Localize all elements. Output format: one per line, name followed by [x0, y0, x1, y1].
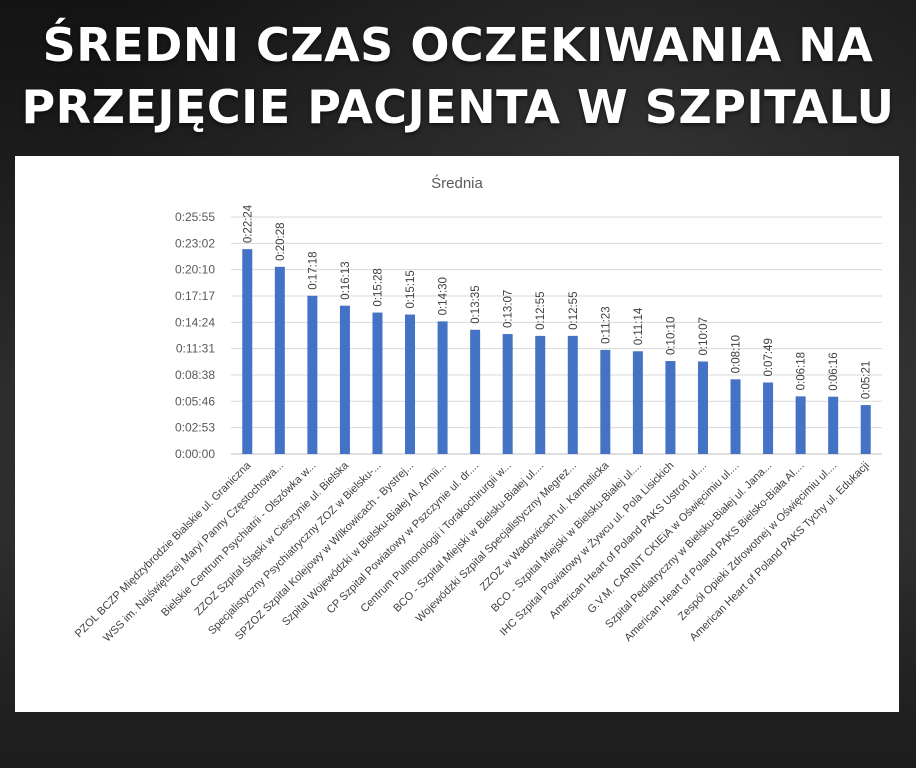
- y-tick-label: 0:25:55: [175, 210, 215, 224]
- data-label: 0:08:10: [731, 335, 743, 373]
- gridlines: [231, 216, 882, 455]
- bar: [405, 314, 416, 454]
- data-label: 0:06:18: [796, 352, 808, 390]
- data-label: 0:13:07: [503, 290, 515, 328]
- y-tick-label: 0:17:17: [175, 289, 215, 303]
- data-label: 0:14:30: [438, 277, 450, 315]
- bar: [535, 335, 546, 454]
- y-tick-label: 0:11:31: [176, 342, 215, 356]
- bar: [697, 361, 708, 454]
- headline-line-2: PRZEJĘCIE PACJENTA W SZPITALU: [21, 80, 895, 134]
- data-label: 0:06:16: [828, 352, 840, 390]
- bar: [665, 361, 676, 454]
- data-label: 0:15:28: [372, 268, 384, 306]
- y-tick-label: 0:23:02: [175, 236, 215, 250]
- chart-panel: Średnia 0:00:00 0:02:53 0:05:46 0:08:38 0:11…: [15, 156, 899, 712]
- bars: [242, 249, 871, 454]
- bar: [437, 321, 448, 454]
- bar: [274, 266, 285, 454]
- data-label: 0:17:18: [307, 251, 319, 289]
- bar: [730, 379, 741, 454]
- y-tick-label: 0:14:24: [175, 315, 215, 329]
- x-axis-ticks: PZOL BCZP Międzybrodzie Bialskie ul. Gra…: [73, 458, 872, 644]
- y-tick-label: 0:05:46: [175, 394, 215, 408]
- data-label: 0:20:28: [275, 222, 287, 260]
- bar: [600, 349, 611, 454]
- y-tick-label: 0:20:10: [175, 263, 215, 277]
- data-label: 0:10:10: [665, 317, 677, 355]
- bar: [502, 334, 513, 454]
- data-label: 0:15:15: [405, 270, 417, 308]
- data-label: 0:05:21: [861, 361, 873, 399]
- bar: [339, 305, 350, 454]
- bar-chart: Średnia 0:00:00 0:02:53 0:05:46 0:08:38 0:11…: [73, 174, 882, 644]
- y-tick-label: 0:00:00: [175, 447, 215, 461]
- bar: [567, 335, 578, 454]
- data-label: 0:12:55: [568, 292, 580, 330]
- data-label: 0:10:07: [698, 317, 710, 355]
- y-tick-label: 0:02:53: [175, 421, 215, 435]
- bar: [763, 382, 774, 454]
- y-tick-label: 0:08:38: [175, 368, 215, 382]
- data-label: 0:12:55: [535, 292, 547, 330]
- chart-title: Średnia: [431, 174, 483, 192]
- x-tick-label: BCO - Szpital Miejski w Bielsku-Białej u…: [489, 460, 644, 615]
- y-axis-ticks: 0:00:00 0:02:53 0:05:46 0:08:38 0:11:31 0:14:…: [175, 210, 215, 461]
- bar: [470, 329, 481, 454]
- bar: [632, 351, 643, 454]
- x-tick-label: Centrum Pulmonologii i Torakochirurgii w…: [358, 460, 513, 615]
- bar: [860, 405, 871, 454]
- headline: ŚREDNI CZAS OCZEKIWANIA NA PRZEJĘCIE PAC…: [0, 14, 916, 138]
- bar: [795, 396, 806, 454]
- x-tick-label: G.V.M. CARINT CKIEiA w Oświęcimiu ul....: [585, 460, 741, 616]
- data-label: 0:22:24: [242, 204, 254, 243]
- data-label: 0:13:35: [470, 285, 482, 323]
- bar: [372, 312, 383, 454]
- data-label: 0:11:23: [600, 306, 612, 344]
- bar: [242, 249, 253, 454]
- x-tick-label: CP Szpital Powiatowy w Pszczynie ul. dr.…: [325, 460, 482, 617]
- data-label: 0:11:14: [633, 307, 645, 345]
- bar: [828, 396, 839, 454]
- headline-line-1: ŚREDNI CZAS OCZEKIWANIA NA: [42, 18, 874, 72]
- bar: [307, 295, 318, 454]
- data-label: 0:07:49: [763, 338, 775, 376]
- data-label: 0:16:13: [340, 261, 352, 299]
- x-tick-label: BCO - Szpital Miejski w Bielsku-Białej u…: [391, 460, 546, 615]
- data-labels: 0:22:24 0:20:28 0:17:18 0:16:13 0:15:28 0:15:…: [242, 204, 872, 399]
